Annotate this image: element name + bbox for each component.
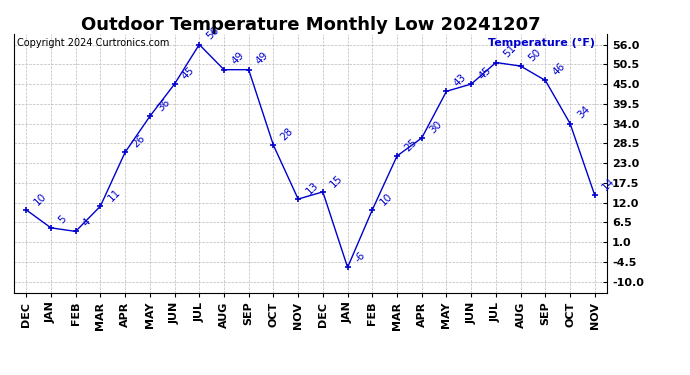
- Text: 49: 49: [254, 51, 270, 67]
- Text: 45: 45: [477, 65, 493, 81]
- Text: -6: -6: [353, 250, 368, 265]
- Text: 10: 10: [378, 191, 394, 207]
- Text: Temperature (°F): Temperature (°F): [489, 38, 595, 48]
- Text: 50: 50: [526, 47, 542, 63]
- Text: 51: 51: [502, 43, 518, 60]
- Text: 14: 14: [600, 176, 617, 193]
- Title: Outdoor Temperature Monthly Low 20241207: Outdoor Temperature Monthly Low 20241207: [81, 16, 540, 34]
- Text: 13: 13: [304, 180, 320, 196]
- Text: 49: 49: [230, 51, 246, 67]
- Text: 25: 25: [402, 137, 419, 153]
- Text: 43: 43: [452, 72, 469, 88]
- Text: 10: 10: [32, 191, 48, 207]
- Text: Copyright 2024 Curtronics.com: Copyright 2024 Curtronics.com: [17, 38, 169, 48]
- Text: 30: 30: [427, 119, 444, 135]
- Text: 11: 11: [106, 187, 122, 204]
- Text: 5: 5: [57, 213, 68, 225]
- Text: 45: 45: [180, 65, 197, 81]
- Text: 28: 28: [279, 126, 295, 142]
- Text: 34: 34: [575, 104, 592, 121]
- Text: 26: 26: [130, 133, 147, 150]
- Text: 46: 46: [551, 61, 567, 78]
- Text: 4: 4: [81, 217, 93, 229]
- Text: 36: 36: [155, 97, 172, 114]
- Text: 15: 15: [328, 172, 345, 189]
- Text: 56: 56: [205, 26, 221, 42]
